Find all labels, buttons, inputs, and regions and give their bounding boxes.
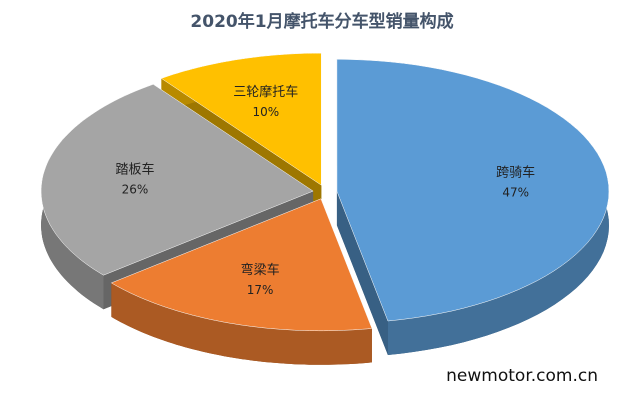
slice (160, 52, 322, 186)
chart-title: 2020年1月摩托车分车型销量构成 (190, 11, 453, 32)
slice (336, 59, 610, 322)
value-label: 10% (252, 105, 279, 119)
slice-label: 弯梁车 (241, 262, 280, 278)
slice-label: 三轮摩托车 (233, 84, 298, 100)
slice-wall (336, 191, 388, 355)
value-label: 17% (247, 283, 274, 297)
slice-label: 跨骑车 (496, 165, 535, 181)
watermark: newmotor.com.cn (446, 366, 598, 386)
slice-rim (111, 282, 372, 365)
slice (110, 198, 373, 332)
value-label: 26% (122, 183, 149, 197)
slice (40, 84, 314, 276)
slice-label: 踏板车 (115, 162, 154, 178)
value-label: 47% (502, 186, 529, 200)
